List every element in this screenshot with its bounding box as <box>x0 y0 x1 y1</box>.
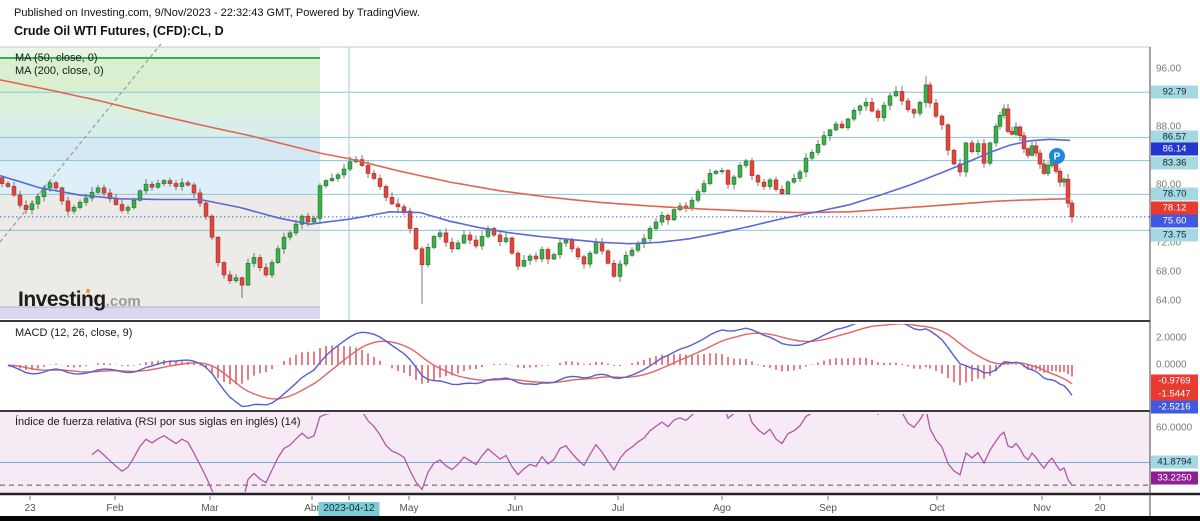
crosshair-date-chip[interactable]: 2023-04-12 <box>318 502 380 516</box>
price-tick: 88.00 <box>1156 121 1182 133</box>
time-axis-month[interactable]: Nov <box>1033 503 1051 514</box>
ma50-line <box>0 138 1071 245</box>
time-axis-month[interactable]: Oct <box>929 503 945 514</box>
time-axis-month[interactable]: Mar <box>201 503 219 514</box>
ma200-legend[interactable]: MA (200, close, 0) <box>15 65 104 77</box>
rsi-tick: 60.0000 <box>1156 422 1193 434</box>
price-label-chip: 86.57 <box>1151 130 1198 144</box>
fib-level-lines <box>0 91 1150 231</box>
ma200-line <box>0 79 1071 214</box>
event-marker-p[interactable]: P <box>1049 148 1065 164</box>
macd-line <box>7 324 1073 408</box>
macd-panel-label[interactable]: MACD (12, 26, close, 9) <box>15 327 133 339</box>
macd-tick: 0.0000 <box>1156 359 1187 371</box>
price-tick: 64.00 <box>1156 295 1182 307</box>
svg-text:P: P <box>1054 152 1061 163</box>
price-label-chip: 73.75 <box>1151 228 1198 242</box>
macd-value-chip: -1.5447 <box>1151 387 1198 401</box>
macd-value-chip: -0.9769 <box>1151 374 1198 388</box>
ma50-legend[interactable]: MA (50, close, 0) <box>15 52 98 64</box>
time-axis-month[interactable]: May <box>399 503 419 514</box>
price-tick: 72.00 <box>1156 237 1182 249</box>
time-axis-month[interactable]: Feb <box>106 503 124 514</box>
rsi-panel-label[interactable]: Índice de fuerza relativa (RSI por sus s… <box>15 416 301 428</box>
price-label-chip: 92.79 <box>1151 85 1198 99</box>
watermark-tld: .com <box>105 293 141 310</box>
macd-tick: 2.0000 <box>1156 332 1187 344</box>
time-axis-month[interactable]: 20 <box>1094 503 1106 514</box>
time-axis-month[interactable]: Jun <box>506 503 524 514</box>
time-axis-month[interactable]: Abr <box>304 503 320 514</box>
page-title: Crude Oil WTI Futures, (CFD):CL, D <box>14 24 224 38</box>
fib-zone-bands <box>0 47 320 319</box>
bottom-border-bar <box>0 516 1200 521</box>
time-axis-ticks <box>29 496 1101 500</box>
price-tick: 68.00 <box>1156 266 1182 278</box>
rsi-value-chip: 41.8794 <box>1151 455 1198 469</box>
price-label-chip: 78.70 <box>1151 187 1198 201</box>
watermark-orange-dot <box>86 289 90 293</box>
rsi-line <box>91 414 1073 492</box>
rsi-value-chip: 33.2250 <box>1151 471 1198 485</box>
price-tick: 96.00 <box>1156 63 1182 75</box>
price-label-chip: 83.36 <box>1151 156 1198 170</box>
time-axis-month[interactable]: Jul <box>611 503 625 514</box>
price-tick: 80.00 <box>1156 179 1182 191</box>
time-axis-month[interactable]: Sep <box>819 503 837 514</box>
candlestick-series[interactable] <box>0 76 1075 304</box>
macd-signal-line <box>7 324 1073 400</box>
rsi-panel-background <box>0 412 1150 493</box>
price-label-chip: 78.12 <box>1151 201 1198 215</box>
macd-histogram <box>7 345 1073 386</box>
published-line: Published on Investing.com, 9/Nov/2023 -… <box>14 7 420 19</box>
watermark-name: Investing <box>18 288 106 311</box>
investing-watermark-logo: Investing.com <box>18 288 141 312</box>
macd-value-chip: -2.5216 <box>1151 400 1198 414</box>
time-axis-month[interactable]: 23 <box>24 503 36 514</box>
time-axis-month[interactable]: Ago <box>713 503 731 514</box>
price-label-chip: 75.60 <box>1151 214 1198 228</box>
price-label-chip: 86.14 <box>1151 142 1198 156</box>
